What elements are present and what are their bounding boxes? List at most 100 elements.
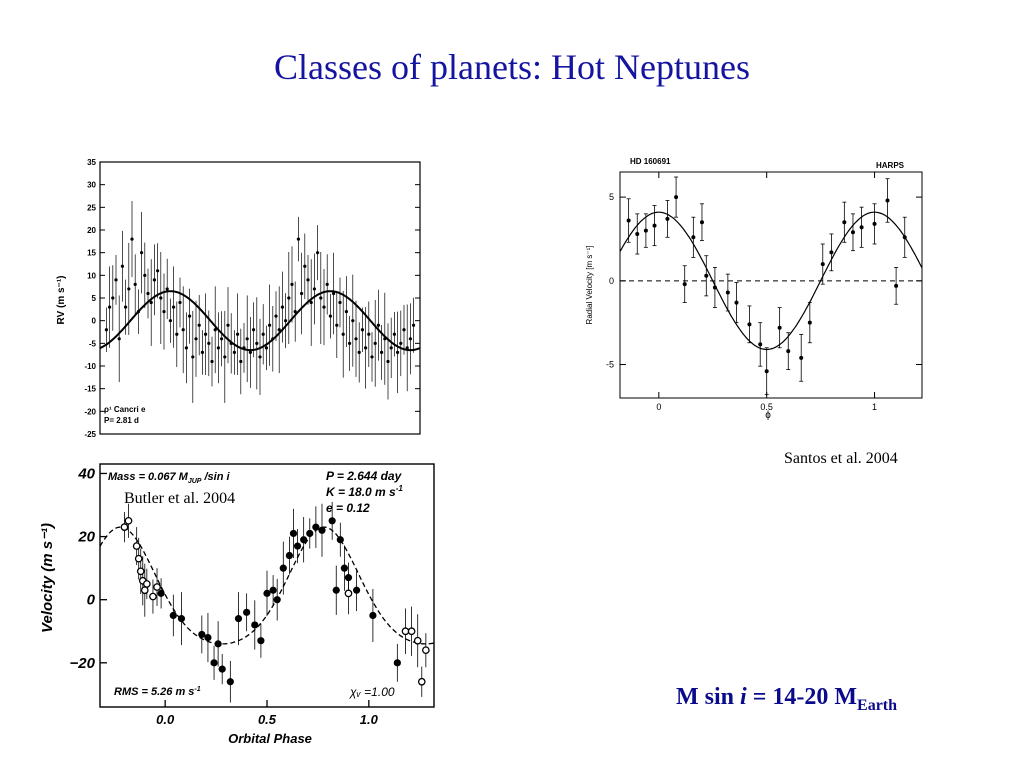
filled-data-point xyxy=(279,564,287,572)
data-point xyxy=(392,332,396,336)
x-tick-label: 1 xyxy=(872,402,877,412)
y-tick-label: 20 xyxy=(87,226,96,235)
data-point xyxy=(204,332,208,336)
data-point xyxy=(261,332,265,336)
data-point xyxy=(191,355,195,359)
data-point xyxy=(872,221,877,226)
open-data-point xyxy=(422,646,430,655)
data-point xyxy=(652,223,657,228)
data-point xyxy=(181,328,185,332)
data-point xyxy=(223,355,227,359)
data-point xyxy=(674,195,679,200)
filled-data-point xyxy=(332,586,340,594)
y-tick-label: -5 xyxy=(89,339,97,348)
data-point xyxy=(287,296,291,300)
data-point xyxy=(338,300,342,305)
data-point xyxy=(172,305,176,309)
data-point xyxy=(376,323,380,327)
y-tick-label: 25 xyxy=(87,203,96,212)
model-curve xyxy=(619,211,923,351)
filled-data-point xyxy=(328,517,336,525)
filled-data-point xyxy=(218,665,226,673)
mass-formula: M sin i = 14-20 MEarth xyxy=(676,684,897,715)
data-point xyxy=(111,296,115,300)
data-point xyxy=(162,310,166,314)
plot-frame xyxy=(619,171,923,399)
data-point xyxy=(178,300,182,305)
filled-data-point xyxy=(226,678,234,686)
data-point xyxy=(255,341,259,345)
annotation-mass: Mass = 0.067 MJUP /sin i xyxy=(108,471,230,485)
data-point xyxy=(348,341,352,345)
data-point xyxy=(236,332,240,336)
x-tick-label: 0.5 xyxy=(760,402,773,412)
open-data-point xyxy=(153,583,161,591)
data-point xyxy=(306,278,310,282)
header-star: HD 160691 xyxy=(630,157,671,166)
data-point xyxy=(152,278,156,282)
data-point xyxy=(319,296,323,300)
data-point xyxy=(268,323,272,327)
data-point xyxy=(626,218,631,223)
filled-data-point xyxy=(269,586,277,594)
data-point xyxy=(188,314,192,318)
filled-data-point xyxy=(157,589,165,597)
data-point xyxy=(316,251,320,255)
data-point xyxy=(280,305,284,309)
y-tick-label: 15 xyxy=(87,249,96,258)
y-tick-label: 30 xyxy=(87,181,96,190)
open-data-point xyxy=(149,592,157,601)
data-point xyxy=(207,341,211,345)
data-point xyxy=(296,237,300,241)
data-point xyxy=(117,337,121,341)
data-point xyxy=(290,282,294,286)
data-point xyxy=(303,264,307,268)
data-point xyxy=(734,300,739,305)
data-point xyxy=(175,332,179,336)
model-curve xyxy=(99,526,435,645)
filled-data-point xyxy=(312,523,320,531)
formula-sub: Earth xyxy=(857,696,898,714)
y-tick-label: -20 xyxy=(84,407,96,416)
data-point xyxy=(367,332,371,336)
y-tick-label: -10 xyxy=(84,362,96,371)
data-point xyxy=(807,320,812,325)
data-point xyxy=(149,300,153,305)
filled-data-point xyxy=(336,536,344,544)
data-point xyxy=(165,287,169,291)
data-point xyxy=(284,319,288,323)
data-point xyxy=(885,198,890,203)
y-tick-label: -5 xyxy=(606,360,614,370)
filled-data-point xyxy=(263,589,271,597)
data-point xyxy=(665,216,670,221)
data-point xyxy=(412,323,416,327)
open-data-point xyxy=(344,589,353,598)
filled-data-point xyxy=(210,659,218,667)
filled-data-point xyxy=(318,526,326,534)
x-axis-label: Orbital Phase xyxy=(228,731,312,746)
annotation-chi: χᵥ =1.00 xyxy=(349,685,395,699)
data-point xyxy=(200,350,204,354)
hd160691-chart: 5 0 -5 0 0.5 1 HD 160691 HARPS Radial Velocit… xyxy=(585,157,923,421)
y-tick-label: 0 xyxy=(87,592,96,609)
open-data-point xyxy=(136,567,145,576)
data-point xyxy=(777,325,782,330)
data-point xyxy=(124,305,128,309)
data-point xyxy=(332,291,336,296)
x-tick-label: 0.0 xyxy=(156,712,175,727)
data-point xyxy=(820,262,825,267)
filled-data-point xyxy=(293,542,302,550)
data-point xyxy=(725,290,730,295)
data-point xyxy=(143,273,147,277)
filled-data-point xyxy=(198,630,206,639)
data-point xyxy=(364,346,368,350)
data-point xyxy=(293,310,297,314)
filled-data-point xyxy=(393,659,401,667)
data-point xyxy=(252,328,256,332)
filled-data-point xyxy=(369,611,377,620)
data-point xyxy=(786,349,791,354)
data-point xyxy=(232,350,236,354)
data-point xyxy=(747,322,752,327)
model-curve xyxy=(99,290,421,352)
y-axis-label: RV (m s⁻¹) xyxy=(56,276,67,325)
